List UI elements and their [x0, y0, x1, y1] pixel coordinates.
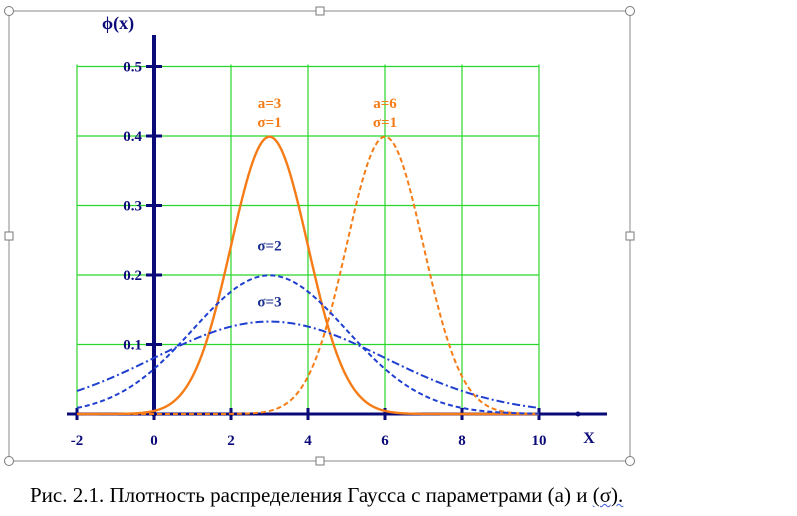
chart-labels: -2 0 2 4 6 8 10 0.1 0.2 0.3 0.4 0.5 Xϕ(x) a=3 σ=1 a=6 σ=…	[71, 13, 595, 449]
frame-handle[interactable]	[625, 6, 635, 16]
x-tick-label: 4	[304, 433, 312, 449]
series-line-a6-sigma1	[77, 135, 540, 415]
figure-caption: Рис. 2.1. Плотность распределения Гаусса…	[30, 483, 797, 508]
x-axis-label: X	[583, 430, 595, 447]
curve-annotation: σ=1	[373, 115, 397, 131]
selection-frame[interactable]	[4, 6, 635, 466]
frame-handle[interactable]	[625, 231, 635, 241]
y-tick-label: 0.2	[123, 268, 142, 284]
x-tick-label: 10	[532, 433, 547, 449]
series-line-a3-sigma1	[77, 135, 539, 416]
curve-annotation: σ=1	[257, 115, 281, 131]
curve-annotation: a=3	[258, 96, 282, 112]
frame-border	[8, 10, 631, 462]
x-axis-end-dot	[575, 411, 581, 417]
x-tick-label: 0	[150, 433, 158, 449]
series-line-a3-sigma3	[76, 320, 540, 409]
chart-curves	[76, 135, 540, 416]
y-tick-label: 0.3	[123, 199, 142, 215]
frame-handle[interactable]	[625, 456, 635, 466]
x-tick-label: 2	[227, 433, 235, 449]
x-tick-label: -2	[71, 433, 84, 449]
frame-handle[interactable]	[4, 231, 14, 241]
curve-annotation: σ=3	[257, 294, 281, 310]
caption-tail: (σ).	[592, 483, 624, 507]
y-axis-label: ϕ(x)	[102, 13, 134, 34]
x-tick-label: 6	[381, 433, 389, 449]
frame-handle[interactable]	[4, 456, 14, 466]
frame-handle[interactable]	[4, 6, 14, 16]
series-line-a3-sigma2	[76, 274, 540, 415]
y-tick-label: 0.5	[123, 60, 142, 76]
caption-text: Рис. 2.1. Плотность распределения Гаусса…	[30, 483, 593, 507]
chart-axes	[67, 35, 607, 420]
frame-handle[interactable]	[315, 456, 325, 466]
curve-annotation: σ=2	[257, 239, 281, 255]
y-tick-label: 0.1	[123, 338, 142, 354]
frame-handle[interactable]	[315, 6, 325, 16]
y-tick-label: 0.4	[123, 129, 142, 145]
curve-annotation: a=6	[373, 96, 397, 112]
x-tick-label: 8	[458, 433, 466, 449]
